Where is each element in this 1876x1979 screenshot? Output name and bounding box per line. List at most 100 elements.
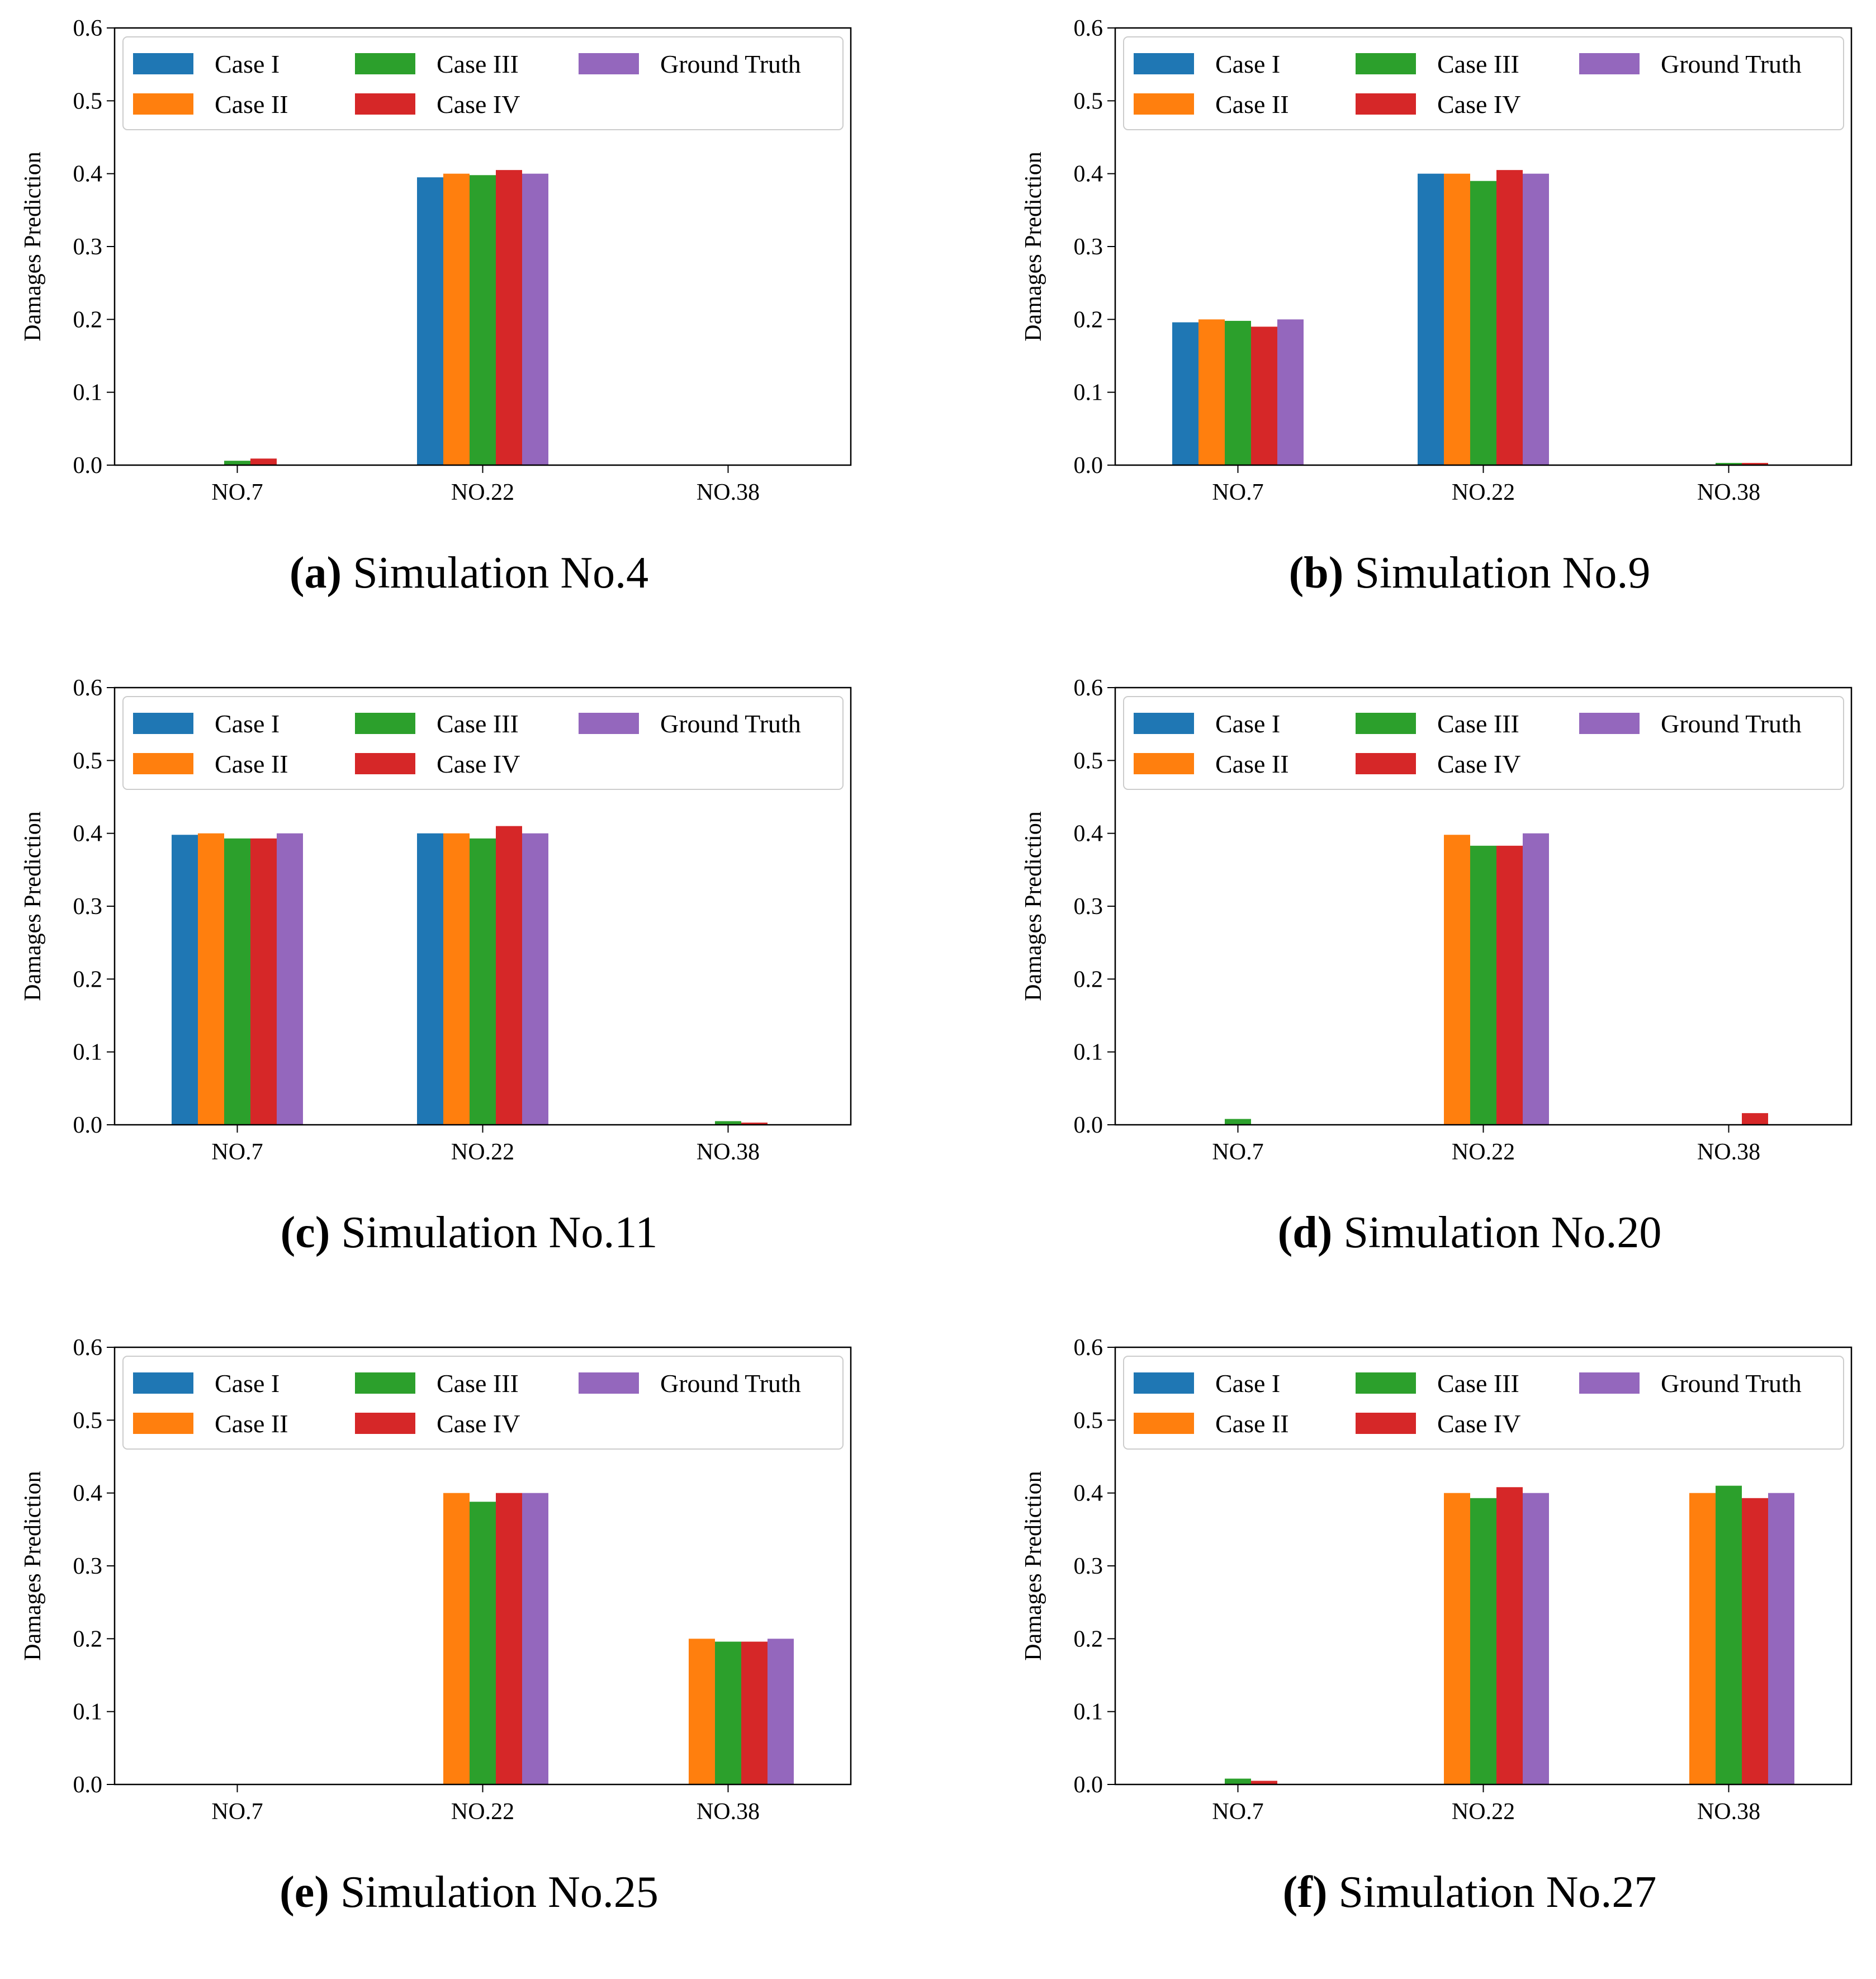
- bar: [1768, 1493, 1794, 1784]
- bar: [443, 173, 470, 466]
- bar: [1470, 181, 1496, 465]
- axes-frame: [113, 27, 852, 466]
- legend-swatch: [1134, 1413, 1194, 1434]
- axes-frame: [1114, 27, 1853, 466]
- legend-label: Case IV: [437, 90, 520, 119]
- bar: [417, 833, 443, 1125]
- legend-swatch: [1356, 93, 1416, 115]
- x-tick-label: NO.22: [1452, 1799, 1515, 1825]
- axes-frame: [113, 687, 852, 1126]
- x-tick-label: NO.38: [1697, 480, 1760, 505]
- y-tick-label: 0.2: [73, 307, 103, 333]
- bar: [522, 833, 548, 1125]
- legend-label: Case III: [1437, 709, 1519, 738]
- legend-swatch: [355, 713, 415, 734]
- axes-frame: [113, 1346, 852, 1786]
- legend-box: [1123, 1356, 1844, 1450]
- legend-swatch: [133, 93, 193, 115]
- subfigure-caption: (a) Simulation No.4: [0, 551, 938, 595]
- legend-label: Ground Truth: [660, 1369, 801, 1398]
- legend-label: Case IV: [1437, 750, 1520, 778]
- bar-chart: 0.0 0.1 0.2 0.3 0.4 0.5 0.6 Damages Prediction N…: [1021, 675, 1853, 1165]
- legend-swatch: [1356, 753, 1416, 774]
- legend-box: [122, 1356, 844, 1450]
- chart-panel: 0.0 0.1 0.2 0.3 0.4 0.5 0.6 Damages Prediction N…: [1001, 660, 1876, 1319]
- y-axis-label: Damages Prediction: [20, 811, 46, 1001]
- y-tick-label: 0.4: [73, 821, 103, 847]
- bar: [443, 833, 470, 1125]
- legend-swatch: [355, 1413, 415, 1434]
- y-tick-label: 0.6: [1074, 16, 1103, 41]
- y-tick-label: 0.1: [1074, 380, 1103, 406]
- bar: [689, 1639, 715, 1784]
- bar-chart: 0.0 0.1 0.2 0.3 0.4 0.5 0.6 Damages Prediction N…: [1021, 16, 1853, 505]
- legend-label: Case III: [1437, 1369, 1519, 1398]
- legend-swatch: [1134, 93, 1194, 115]
- y-tick-label: 0.0: [73, 1112, 103, 1138]
- y-tick-label: 0.1: [1074, 1040, 1103, 1066]
- x-tick-label: NO.22: [451, 1139, 514, 1165]
- bar: [496, 826, 522, 1125]
- bar: [496, 170, 522, 465]
- y-tick-label: 0.2: [73, 1626, 103, 1652]
- y-tick-label: 0.1: [1074, 1699, 1103, 1725]
- legend-swatch: [579, 1372, 639, 1394]
- legend-swatch: [1356, 713, 1416, 734]
- bar: [1689, 1493, 1716, 1784]
- legend-box: [122, 36, 844, 130]
- legend-box: [1123, 36, 1844, 130]
- legend-label: Ground Truth: [1661, 1369, 1802, 1398]
- legend-label: Ground Truth: [660, 50, 801, 78]
- legend-label: Case IV: [437, 1409, 520, 1438]
- legend-swatch: [133, 53, 193, 74]
- legend-label: Case I: [1215, 50, 1280, 78]
- y-tick-label: 0.6: [73, 1335, 103, 1361]
- chart-panel: 0.0 0.1 0.2 0.3 0.4 0.5 0.6 Damages Prediction N…: [0, 660, 938, 1319]
- legend-label: Case I: [1215, 709, 1280, 738]
- bar: [1470, 1498, 1496, 1784]
- caption-title: Simulation No.27: [1327, 1868, 1657, 1917]
- y-tick-label: 0.0: [1074, 453, 1103, 479]
- y-tick-label: 0.3: [73, 1554, 103, 1579]
- legend-label: Case I: [215, 50, 279, 78]
- bar: [224, 838, 250, 1125]
- legend-swatch: [1579, 53, 1640, 74]
- caption-letter: (d): [1277, 1208, 1333, 1257]
- y-tick-label: 0.0: [1074, 1772, 1103, 1798]
- bar: [1251, 1781, 1277, 1784]
- legend-swatch: [1134, 713, 1194, 734]
- caption-letter: (f): [1282, 1868, 1328, 1917]
- bar: [1716, 1485, 1742, 1784]
- subfigure-caption: (f) Simulation No.27: [1001, 1870, 1876, 1915]
- legend-label: Case II: [1215, 1409, 1289, 1438]
- bar: [250, 458, 277, 465]
- y-tick-label: 0.2: [1074, 1626, 1103, 1652]
- subfigure-caption: (b) Simulation No.9: [1001, 551, 1876, 595]
- x-tick-label: NO.38: [1697, 1799, 1760, 1825]
- bar: [470, 1502, 496, 1784]
- x-tick-label: NO.7: [1212, 1139, 1263, 1165]
- bar: [715, 1641, 741, 1784]
- x-tick-label: NO.38: [697, 1139, 760, 1165]
- legend-swatch: [133, 1413, 193, 1434]
- legend-label: Case I: [215, 1369, 279, 1398]
- y-tick-label: 0.3: [1074, 894, 1103, 920]
- legend-swatch: [1134, 753, 1194, 774]
- bar: [1523, 833, 1549, 1125]
- bar: [1496, 845, 1523, 1125]
- legend-swatch: [355, 753, 415, 774]
- legend-label: Ground Truth: [1661, 709, 1802, 738]
- y-tick-label: 0.5: [1074, 748, 1103, 774]
- caption-letter: (c): [280, 1208, 330, 1257]
- bar: [1496, 1487, 1523, 1784]
- axes-frame: [1114, 1346, 1853, 1786]
- y-tick-label: 0.3: [1074, 234, 1103, 260]
- y-tick-label: 0.2: [1074, 307, 1103, 333]
- bar: [1225, 320, 1251, 465]
- bar: [1496, 170, 1523, 465]
- y-tick-label: 0.4: [73, 162, 103, 187]
- legend-swatch: [579, 713, 639, 734]
- bar: [768, 1639, 794, 1784]
- bar: [1277, 319, 1304, 465]
